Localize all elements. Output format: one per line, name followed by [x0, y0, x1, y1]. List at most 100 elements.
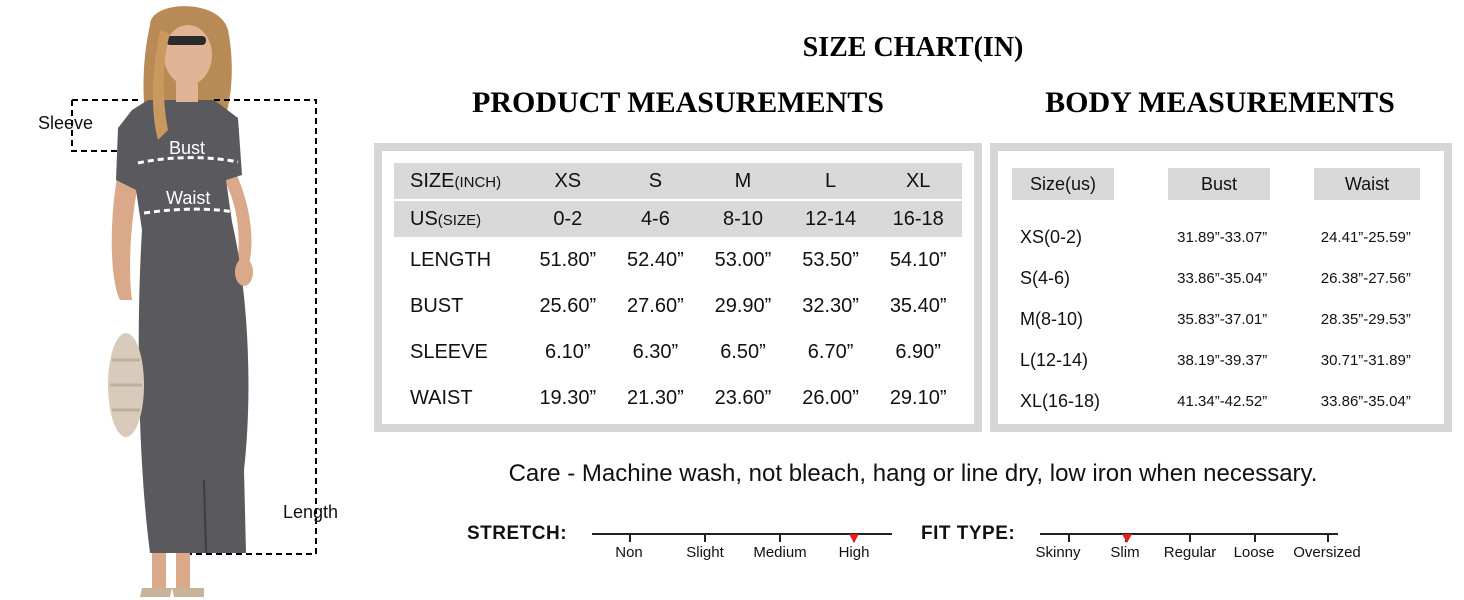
bust-guide [137, 156, 239, 165]
table-cell: 6.50” [720, 340, 766, 363]
table-cell: 6.70” [807, 340, 854, 363]
us-size-label: US(SIZE) [410, 207, 482, 230]
fit-tick [1327, 533, 1329, 542]
fit-tick [1068, 533, 1070, 542]
table-cell: 35.83”-37.01” [1177, 310, 1268, 328]
table-cell: 33.86”-35.04” [1320, 392, 1411, 410]
row-label: BUST [410, 294, 464, 317]
stretch-tick [779, 533, 781, 542]
stretch-scale-line [592, 533, 892, 535]
table-cell: 53.00” [714, 248, 772, 271]
size-l-header: L [825, 169, 837, 192]
waist-header: Waist [1314, 168, 1420, 200]
table-cell: 30.71”-31.89” [1320, 351, 1411, 369]
waist-guide [143, 207, 235, 215]
stretch-option-non: Non [615, 544, 643, 561]
table-row: S(4-6) 33.86”-35.04” 26.38”-27.56” [1020, 258, 1440, 298]
table-cell: 23.60” [714, 386, 772, 409]
size-xl-header: XL [905, 169, 931, 192]
table-cell: 26.38”-27.56” [1320, 269, 1411, 287]
table-cell: 53.50” [802, 248, 859, 271]
fit-tick [1189, 533, 1191, 542]
table-cell: 29.90” [714, 294, 772, 317]
bust-label: Bust [169, 138, 206, 158]
table-cell: 24.41”-25.59” [1320, 228, 1411, 246]
fit-option-regular: Regular [1163, 544, 1217, 561]
table-cell: 6.30” [632, 340, 679, 363]
sleeve-guide [71, 99, 142, 152]
table-cell: 41.34”-42.52” [1177, 392, 1268, 410]
table-cell: 6.90” [895, 340, 941, 363]
table-cell: 4-6 [640, 207, 670, 230]
row-label: LENGTH [410, 248, 492, 271]
table-row: L(12-14) 38.19”-39.37” 30.71”-31.89” [1020, 340, 1440, 380]
table-row: SLEEVE 6.10” 6.30” 6.50” 6.70” 6.90” [394, 329, 962, 375]
table-row: LENGTH 51.80” 52.40” 53.00” 53.50” 54.10… [394, 237, 962, 283]
table-cell: 27.60” [627, 294, 684, 317]
table-row: M(8-10) 35.83”-37.01” 28.35”-29.53” [1020, 299, 1440, 339]
table-cell: 51.80” [539, 248, 597, 271]
table-cell: 6.10” [545, 340, 591, 363]
table-cell: 32.30” [802, 294, 859, 317]
row-label: XS(0-2) [1020, 226, 1083, 247]
row-label: L(12-14) [1020, 349, 1089, 370]
table-cell: 0-2 [553, 207, 583, 230]
fit-option-slim: Slim [1110, 544, 1140, 561]
us-size-row: US(SIZE) 0-2 4-6 8-10 12-14 16-18 [394, 201, 962, 237]
table-row: XL(16-18) 41.34”-42.52” 33.86”-35.04” [1020, 381, 1440, 421]
table-cell: 8-10 [722, 207, 763, 230]
fit-option-oversized: Oversized [1293, 544, 1361, 561]
table-cell: 12-14 [805, 207, 857, 230]
bust-header: Bust [1168, 168, 1270, 200]
fit-option-skinny: Skinny [1035, 544, 1081, 561]
table-cell: 35.40” [889, 294, 947, 317]
stretch-option-slight: Slight [686, 544, 724, 561]
table-cell: 54.10” [889, 248, 947, 271]
waist-label: Waist [166, 188, 211, 208]
size-header: SIZE(INCH) [410, 169, 502, 192]
stretch-tick [704, 533, 706, 542]
size-m-header: M [734, 169, 752, 192]
table-row: WAIST 19.30” 21.30” 23.60” 26.00” 29.10” [394, 375, 962, 421]
body-measurements-title: BODY MEASUREMENTS [1045, 86, 1395, 119]
table-cell: 19.30” [539, 386, 597, 409]
length-guide [190, 99, 317, 555]
stretch-tick [629, 533, 631, 542]
row-label: XL(16-18) [1020, 390, 1101, 411]
size-chart-title: SIZE CHART(IN) [802, 32, 1024, 63]
fit-tick [1254, 533, 1256, 542]
sleeve-label: Sleeve [38, 113, 94, 133]
table-cell: 26.00” [802, 386, 859, 409]
row-label: WAIST [410, 386, 473, 409]
model-illustration [71, 6, 317, 597]
dress [116, 100, 249, 553]
fit-type-label: FIT TYPE: [921, 523, 1016, 544]
product-measurements-table: SIZE(INCH) XS S M L XL US(SIZE) 0-2 4-6 … [374, 143, 982, 432]
row-label: SLEEVE [410, 340, 488, 363]
row-label: M(8-10) [1020, 308, 1084, 329]
table-cell: 16-18 [892, 207, 944, 230]
table-cell: 33.86”-35.04” [1177, 269, 1268, 287]
table-cell: 25.60” [539, 294, 597, 317]
length-label: Length [283, 502, 339, 522]
table-row: BUST 25.60” 27.60” 29.90” 32.30” 35.40” [394, 283, 962, 329]
care-instructions: Care - Machine wash, not bleach, hang or… [508, 460, 1318, 487]
table-cell: 52.40” [627, 248, 684, 271]
stretch-selected-marker [849, 534, 859, 543]
table-header-row: SIZE(INCH) XS S M L XL [394, 163, 962, 199]
size-us-header: Size(us) [1012, 168, 1114, 200]
table-cell: 31.89”-33.07” [1177, 228, 1268, 246]
body-measurements-table: Size(us) Bust Waist XS(0-2) 31.89”-33.07… [990, 143, 1452, 432]
fit-type-selected-marker [1122, 534, 1132, 543]
table-row: XS(0-2) 31.89”-33.07” 24.41”-25.59” [1020, 217, 1440, 257]
size-s-header: S [648, 169, 663, 192]
product-measurements-title: PRODUCT MEASUREMENTS [472, 86, 884, 119]
table-cell: 29.10” [889, 386, 947, 409]
size-xs-header: XS [554, 169, 582, 192]
table-cell: 38.19”-39.37” [1177, 351, 1268, 369]
fit-option-loose: Loose [1233, 544, 1275, 561]
row-label: S(4-6) [1020, 267, 1071, 288]
table-cell: 28.35”-29.53” [1320, 310, 1411, 328]
table-cell: 21.30” [627, 386, 684, 409]
stretch-option-medium: Medium [753, 544, 807, 561]
